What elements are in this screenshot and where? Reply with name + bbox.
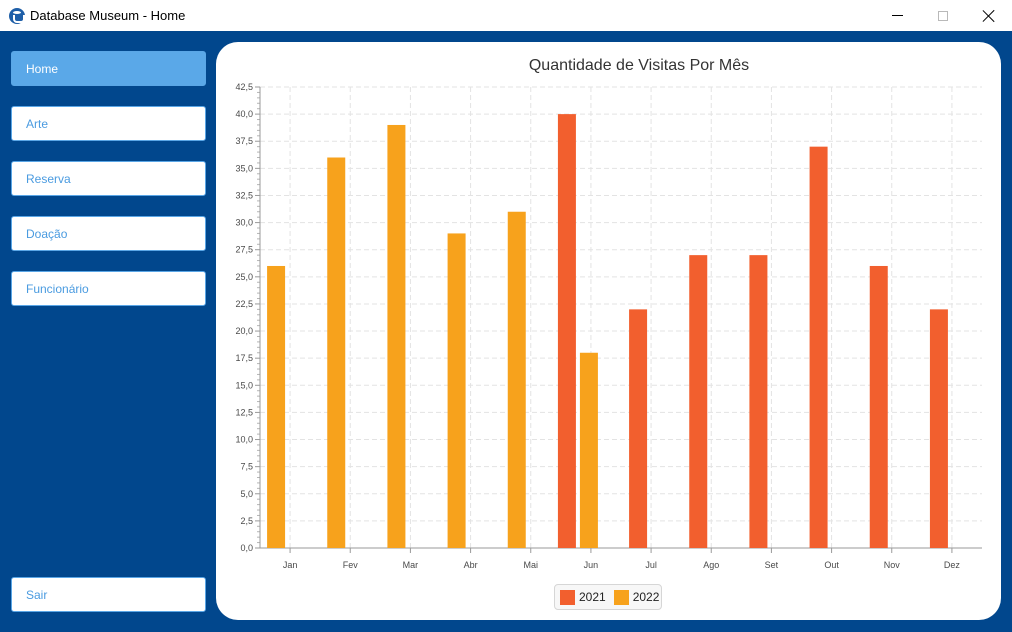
visits-bar-chart: Quantidade de Visitas Por Mês 0,0 2,5 5,0 7,…: [235, 57, 982, 570]
y-tick-label: 2,5: [240, 516, 253, 526]
x-tick-label: Jun: [584, 560, 599, 570]
x-tick-label: Ago: [703, 560, 719, 570]
y-tick-label: 17,5: [235, 353, 253, 363]
maximize-icon: [938, 10, 948, 21]
y-tick-label: 32,5: [235, 190, 253, 200]
minimize-icon: [891, 15, 903, 16]
legend-item-2021: 2021: [560, 589, 606, 605]
y-tick-label: 35,0: [235, 163, 253, 173]
x-tick-label: Dez: [944, 560, 961, 570]
legend-label-2021: 2021: [579, 590, 606, 604]
nav-doacao-button[interactable]: Doação: [11, 216, 206, 251]
nav-reserva-button[interactable]: Reserva: [11, 161, 206, 196]
bar-2022-fev: [327, 157, 346, 548]
bar-2021-nov: [869, 265, 888, 548]
x-tick-label: Jan: [283, 560, 298, 570]
legend-swatch-2022: [613, 589, 629, 605]
x-tick-label: Nov: [884, 560, 901, 570]
y-tick-label: 10,0: [235, 435, 253, 445]
y-tick-label: 20,0: [235, 326, 253, 336]
y-tick-label: 12,5: [235, 407, 253, 417]
app-body: Home Arte Reserva Doação Funcionário Sai…: [0, 31, 1012, 632]
legend-item-2022: 2022: [613, 589, 660, 605]
title-bar: Database Museum - Home: [0, 0, 1012, 31]
maximize-button[interactable]: [920, 0, 966, 31]
y-tick-label: 15,0: [235, 380, 253, 390]
x-tick-label: Out: [824, 560, 839, 570]
nav-home-button[interactable]: Home: [11, 51, 206, 86]
x-tick-label: Mai: [523, 560, 538, 570]
y-tick-label: 42,5: [235, 82, 253, 92]
bar-2022-mai: [507, 211, 526, 548]
y-tick-label: 37,5: [235, 136, 253, 146]
y-tick-label: 5,0: [240, 489, 253, 499]
x-tick-label: Mar: [403, 560, 419, 570]
window-title: Database Museum - Home: [30, 8, 186, 23]
chart-title: Quantidade de Visitas Por Mês: [529, 57, 749, 74]
bar-2021-jul: [629, 309, 648, 548]
y-tick-label: 27,5: [235, 245, 253, 255]
legend-label-2022: 2022: [632, 590, 660, 604]
nav-arte-button[interactable]: Arte: [11, 106, 206, 141]
y-tick-label: 22,5: [235, 299, 253, 309]
legend-swatch-2021: [560, 589, 575, 605]
bar-2022-jan: [267, 265, 286, 548]
x-tick-label: Fev: [343, 560, 359, 570]
bar-2021-dez: [929, 309, 948, 548]
exit-button[interactable]: Sair: [11, 577, 206, 612]
bar-2021-ago: [689, 255, 708, 549]
close-button[interactable]: [966, 0, 1012, 31]
x-tick-label: Jul: [645, 560, 657, 570]
y-tick-label: 25,0: [235, 272, 253, 282]
x-tick-label: Set: [765, 560, 779, 570]
bar-2021-jun: [557, 114, 576, 548]
y-tick-label: 40,0: [235, 109, 253, 119]
bar-2021-out: [809, 146, 828, 548]
y-tick-label: 7,5: [240, 462, 253, 472]
database-icon: [9, 8, 25, 24]
y-tick-label: 30,0: [235, 218, 253, 228]
minimize-button[interactable]: [874, 0, 920, 31]
y-tick-label: 0,0: [240, 543, 253, 553]
nav-funcionario-button[interactable]: Funcionário: [11, 271, 206, 306]
bar-2022-mar: [387, 124, 406, 548]
bar-2021-set: [749, 255, 768, 549]
bar-2022-abr: [447, 233, 466, 548]
chart-panel: Quantidade de Visitas Por Mês 0,0 2,5 5,0 7,…: [216, 42, 1001, 620]
close-icon: [983, 10, 995, 22]
x-tick-label: Abr: [464, 560, 478, 570]
chart-legend: 2021 2022: [554, 584, 662, 610]
bar-2022-jun: [579, 352, 598, 548]
